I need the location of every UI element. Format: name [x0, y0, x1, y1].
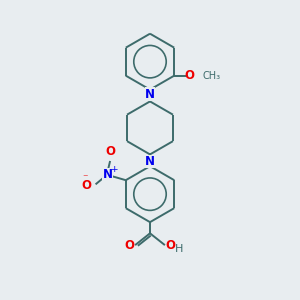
Text: O: O — [166, 238, 176, 252]
Text: N: N — [145, 88, 155, 100]
Text: CH₃: CH₃ — [203, 71, 221, 81]
Text: +: + — [110, 165, 118, 174]
Text: N: N — [103, 168, 112, 182]
Text: O: O — [81, 179, 91, 192]
Text: ⁻: ⁻ — [82, 173, 88, 183]
Text: N: N — [145, 155, 155, 168]
Text: O: O — [105, 145, 115, 158]
Text: O: O — [184, 69, 194, 82]
Text: O: O — [124, 238, 134, 252]
Text: H: H — [175, 244, 184, 254]
